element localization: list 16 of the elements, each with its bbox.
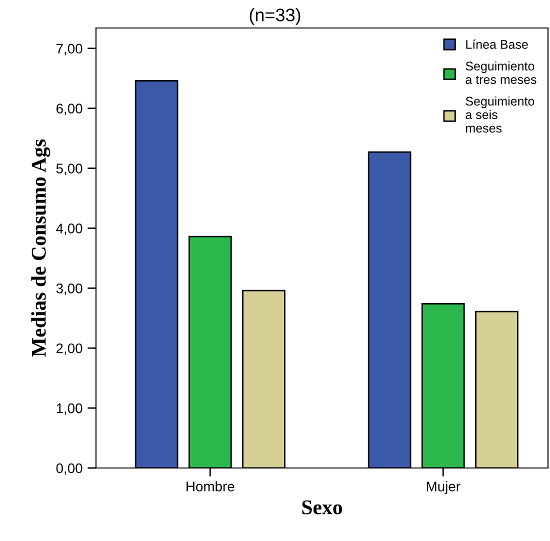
y-tick-label: 1,00 <box>56 403 82 415</box>
x-tick-label: Mujer <box>426 481 460 494</box>
x-tick-label: Hombre <box>186 481 234 492</box>
legend-label: Línea Base <box>466 40 528 49</box>
x-axis-title: Sexo <box>302 500 342 514</box>
y-tick-label: 6,00 <box>56 104 82 116</box>
y-axis-title: Medias de Consumo Ags <box>31 139 50 357</box>
y-tick-label: 5,00 <box>56 164 82 176</box>
y-tick-label: 2,00 <box>56 343 82 355</box>
y-tick-label: 0,00 <box>56 463 82 475</box>
y-tick-label: 7,00 <box>56 44 82 56</box>
y-tick-label: 3,00 <box>56 284 82 295</box>
legend-label: Seguimiento a seis meses <box>466 96 534 133</box>
chart-title: (n=33) <box>250 8 300 25</box>
y-tick-label: 4,00 <box>56 224 82 236</box>
legend-label: Seguimiento a tres meses <box>466 61 536 84</box>
